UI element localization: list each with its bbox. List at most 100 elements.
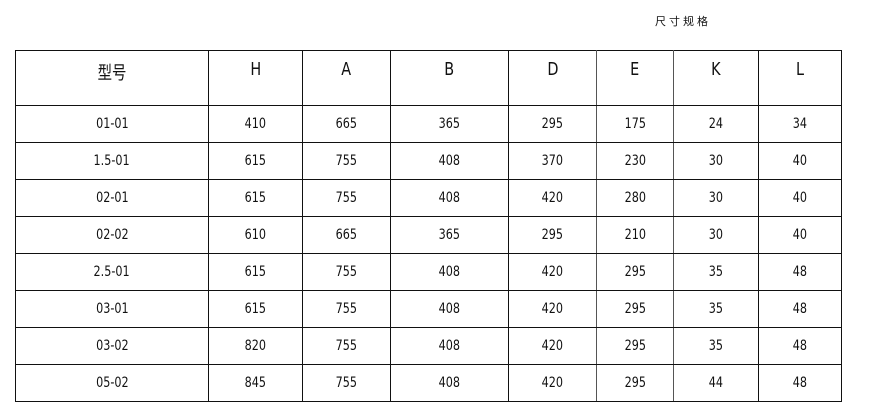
- table-cell: 295: [508, 216, 597, 254]
- table-cell: 365: [390, 216, 509, 254]
- cell-text: 420: [541, 264, 564, 280]
- table-cell: 408: [390, 253, 509, 291]
- cell-text: K: [711, 59, 721, 80]
- table-cell: 35: [673, 253, 759, 291]
- cell-text: 40: [792, 227, 808, 243]
- cell-text: 365: [438, 227, 461, 243]
- table-row: 03-02 820 755 408 420 295 35 48: [15, 327, 842, 365]
- cell-text: 408: [438, 153, 461, 169]
- cell-text: 408: [438, 375, 461, 391]
- cell-text: 755: [335, 375, 358, 391]
- cell-text: A: [341, 59, 352, 80]
- cell-text: 35: [708, 338, 724, 354]
- table-cell: 280: [596, 179, 674, 217]
- cell-text: 30: [708, 153, 724, 169]
- cell-text: 408: [438, 190, 461, 206]
- table-cell: 410: [208, 105, 303, 143]
- cell-text: 615: [244, 190, 267, 206]
- table-cell: 755: [302, 179, 391, 217]
- cell-text: 02-02: [95, 227, 129, 243]
- table-cell: 755: [302, 364, 391, 402]
- table-cell: 03-01: [15, 290, 209, 328]
- table-cell: 615: [208, 290, 303, 328]
- table-cell: 408: [390, 327, 509, 365]
- table-cell: 370: [508, 142, 597, 180]
- header-cell: B: [390, 50, 509, 106]
- table-cell: 01-01: [15, 105, 209, 143]
- cell-text: 820: [244, 338, 267, 354]
- table-cell: 408: [390, 364, 509, 402]
- table-cell: 03-02: [15, 327, 209, 365]
- cell-text: 420: [541, 338, 564, 354]
- cell-text: 230: [624, 153, 646, 169]
- cell-text: 03-02: [95, 338, 129, 354]
- table-cell: 175: [596, 105, 674, 143]
- table-cell: 420: [508, 327, 597, 365]
- cell-text: 755: [335, 338, 358, 354]
- table-row: 02-02 610 665 365 295 210 30 40: [15, 216, 842, 254]
- table-cell: 210: [596, 216, 674, 254]
- cell-text: 420: [541, 190, 564, 206]
- cell-text: 420: [541, 301, 564, 317]
- cell-text: D: [546, 59, 559, 80]
- table-cell: 48: [758, 364, 842, 402]
- table-cell: 295: [596, 290, 674, 328]
- cell-text: 755: [335, 264, 358, 280]
- cell-text: 2.5-01: [93, 264, 131, 280]
- table-cell: 420: [508, 364, 597, 402]
- cell-text: B: [444, 59, 455, 80]
- cell-text: 295: [624, 301, 646, 317]
- cell-text: 408: [438, 264, 461, 280]
- table-row: 1.5-01 615 755 408 370 230 30 40: [15, 142, 842, 180]
- table-cell: 02-01: [15, 179, 209, 217]
- table-cell: 610: [208, 216, 303, 254]
- cell-text: 280: [624, 190, 646, 206]
- cell-text: 48: [792, 264, 808, 280]
- header-cell: K: [673, 50, 759, 106]
- cell-text: 35: [708, 264, 724, 280]
- table-cell: 40: [758, 142, 842, 180]
- table-row: 03-01 615 755 408 420 295 35 48: [15, 290, 842, 328]
- table-cell: 408: [390, 179, 509, 217]
- table-cell: 845: [208, 364, 303, 402]
- table-cell: 230: [596, 142, 674, 180]
- cell-text: 755: [335, 301, 358, 317]
- table-cell: 665: [302, 216, 391, 254]
- table-cell: 820: [208, 327, 303, 365]
- cell-text: 24: [708, 116, 724, 132]
- table-cell: 295: [596, 253, 674, 291]
- table-cell: 420: [508, 253, 597, 291]
- cell-text: 755: [335, 190, 358, 206]
- table-cell: 755: [302, 327, 391, 365]
- header-cell: 型号: [15, 50, 209, 106]
- cell-text: 665: [335, 116, 358, 132]
- table-cell: 420: [508, 290, 597, 328]
- table-cell: 30: [673, 179, 759, 217]
- table-cell: 35: [673, 290, 759, 328]
- cell-text: L: [795, 59, 805, 80]
- table-cell: 408: [390, 142, 509, 180]
- cell-text: 30: [708, 227, 724, 243]
- cell-text: 05-02: [95, 375, 129, 391]
- cell-text: 755: [335, 153, 358, 169]
- header-cell: A: [302, 50, 391, 106]
- cell-text: 35: [708, 301, 724, 317]
- table-cell: 30: [673, 216, 759, 254]
- cell-text: 型号: [97, 63, 127, 84]
- cell-text: 610: [244, 227, 267, 243]
- cell-text: 01-01: [95, 116, 129, 132]
- table-row: 01-01 410 665 365 295 175 24 34: [15, 105, 842, 143]
- cell-text: 295: [541, 227, 564, 243]
- table-row: 2.5-01 615 755 408 420 295 35 48: [15, 253, 842, 291]
- table-cell: 2.5-01: [15, 253, 209, 291]
- cell-text: 1.5-01: [93, 153, 131, 169]
- cell-text: 48: [792, 301, 808, 317]
- cell-text: 420: [541, 375, 564, 391]
- header-row: 型号 H A B D E K L: [15, 50, 842, 106]
- table-cell: 295: [596, 364, 674, 402]
- table-cell: 05-02: [15, 364, 209, 402]
- dimension-spec-table: 型号 H A B D E K L 01-01 410 665 365 295 175 24 34 1.5-01 6…: [15, 50, 842, 402]
- header-cell: D: [508, 50, 597, 106]
- cell-text: 408: [438, 338, 461, 354]
- cell-text: E: [630, 59, 640, 80]
